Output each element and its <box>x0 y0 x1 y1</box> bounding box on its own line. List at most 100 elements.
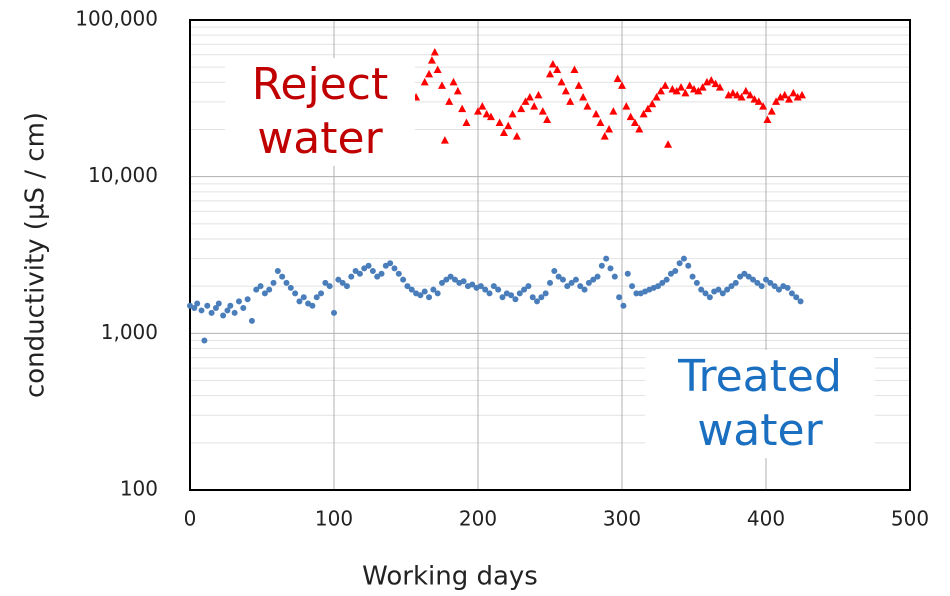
x-axis-label: Working days <box>362 562 538 592</box>
point <box>767 279 774 286</box>
point <box>564 283 571 290</box>
point <box>797 298 804 305</box>
point <box>561 86 570 95</box>
point <box>758 283 765 290</box>
point <box>543 115 552 123</box>
point <box>512 132 521 140</box>
point <box>447 273 454 280</box>
point <box>746 90 755 99</box>
point <box>499 128 508 136</box>
point <box>546 69 554 78</box>
point <box>534 90 543 99</box>
point <box>652 93 661 101</box>
point <box>785 95 794 103</box>
point <box>343 283 350 290</box>
x-tick-label: 300 <box>603 507 641 531</box>
point <box>257 283 264 290</box>
point <box>548 59 557 68</box>
point <box>793 294 800 301</box>
point <box>227 302 234 309</box>
point <box>266 286 273 293</box>
point <box>784 284 791 291</box>
point <box>194 300 201 307</box>
point <box>335 276 342 283</box>
point <box>737 273 744 280</box>
point <box>630 118 639 127</box>
point <box>212 305 219 312</box>
point <box>421 288 428 295</box>
point <box>235 298 242 305</box>
point <box>404 283 411 290</box>
point <box>449 77 458 86</box>
point <box>672 86 681 95</box>
point <box>590 276 597 283</box>
point <box>427 56 436 64</box>
point <box>605 125 614 133</box>
point <box>508 109 517 118</box>
point <box>741 270 748 277</box>
point <box>283 279 290 286</box>
point <box>775 286 782 293</box>
point <box>643 104 652 113</box>
point <box>451 276 458 283</box>
point <box>596 118 605 127</box>
point <box>434 290 441 297</box>
point <box>208 309 215 316</box>
point <box>557 77 566 86</box>
point <box>352 267 359 274</box>
point <box>613 74 622 83</box>
point <box>707 76 716 84</box>
point <box>555 273 562 280</box>
point <box>248 317 255 324</box>
point <box>445 97 454 105</box>
point <box>287 284 294 291</box>
point <box>581 286 588 293</box>
point <box>261 290 268 297</box>
point <box>706 294 713 301</box>
point <box>568 279 575 286</box>
point <box>253 286 260 293</box>
point <box>191 305 198 312</box>
point <box>516 290 523 297</box>
point <box>763 276 769 283</box>
plot-frame <box>189 19 911 491</box>
point <box>369 267 376 274</box>
point <box>474 107 482 115</box>
point <box>438 81 446 89</box>
point <box>462 118 471 127</box>
point <box>512 296 519 303</box>
point <box>453 86 462 95</box>
point <box>728 283 735 290</box>
point <box>663 276 670 283</box>
point <box>570 65 579 73</box>
point <box>579 93 588 101</box>
point <box>681 88 690 97</box>
point <box>754 279 761 286</box>
point <box>224 307 231 314</box>
point <box>592 109 601 118</box>
point <box>600 132 609 140</box>
point <box>667 270 674 277</box>
point <box>780 90 789 99</box>
point <box>685 262 692 269</box>
point <box>551 267 558 274</box>
point <box>694 86 703 95</box>
point <box>365 262 372 269</box>
point <box>759 102 768 110</box>
point <box>741 86 750 95</box>
point <box>626 112 635 121</box>
x-tick-label: 200 <box>459 507 497 531</box>
point <box>664 140 673 148</box>
point <box>430 286 437 293</box>
point <box>525 93 534 101</box>
point <box>715 286 722 293</box>
point <box>296 298 303 305</box>
point <box>607 265 614 272</box>
y-tick-label: 1,000 <box>101 320 158 344</box>
point <box>499 294 506 301</box>
point <box>395 270 402 277</box>
point <box>668 85 677 93</box>
point <box>676 260 683 267</box>
